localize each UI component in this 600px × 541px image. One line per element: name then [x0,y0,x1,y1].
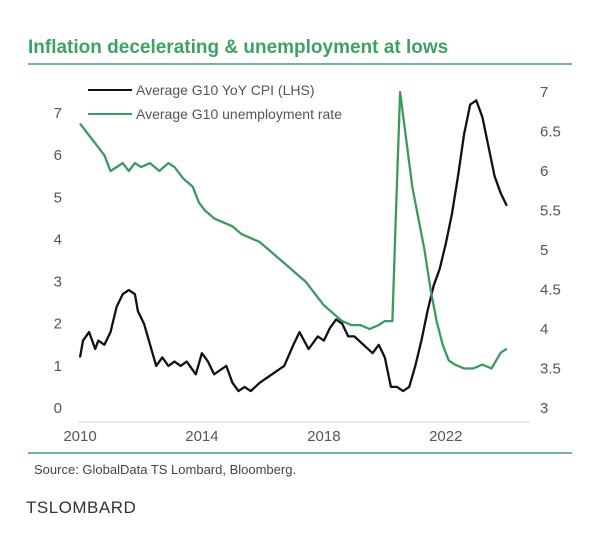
series-line-unemployment [79,90,508,370]
legend-label-unemployment: Average G10 unemployment rate [136,106,342,122]
source-note: Source: GlobalData TS Lombard, Bloomberg… [34,462,296,477]
brand-logo: TSLOMBARD [26,498,136,517]
left-tick-label: 1 [54,358,62,375]
right-tick-label: 5.5 [540,203,561,220]
left-tick-label: 0 [54,400,62,417]
right-tick-label: 4 [540,321,548,338]
x-tick-label: 2018 [307,428,340,445]
right-tick-label: 7 [540,84,548,101]
left-tick-label: 6 [54,147,62,164]
right-tick-label: 6.5 [540,124,561,141]
legend: Average G10 YoY CPI (LHS) Average G10 un… [88,82,342,122]
right-tick-label: 5 [540,242,548,259]
left-axis-ticks: 0 1 2 3 4 5 6 7 [54,105,62,417]
left-tick-label: 4 [54,231,62,248]
left-tick-label: 2 [54,316,62,333]
left-tick-label: 3 [54,274,62,291]
series-line-cpi [78,99,508,393]
right-tick-label: 4.5 [540,282,561,299]
left-tick-label: 7 [54,105,62,122]
x-tick-label: 2014 [185,428,218,445]
chart-title: Inflation decelerating & unemployment at… [28,37,448,58]
x-axis-ticks: 2010 2014 2018 2022 [63,428,462,445]
left-tick-label: 5 [54,189,62,206]
legend-label-cpi: Average G10 YoY CPI (LHS) [136,82,314,98]
right-tick-label: 6 [540,163,548,180]
x-tick-label: 2022 [429,428,462,445]
right-tick-label: 3.5 [540,361,561,378]
right-axis-ticks: 3 3.5 4 4.5 5 5.5 6 6.5 7 [540,84,561,417]
right-tick-label: 3 [540,400,548,417]
x-tick-label: 2010 [63,428,96,445]
